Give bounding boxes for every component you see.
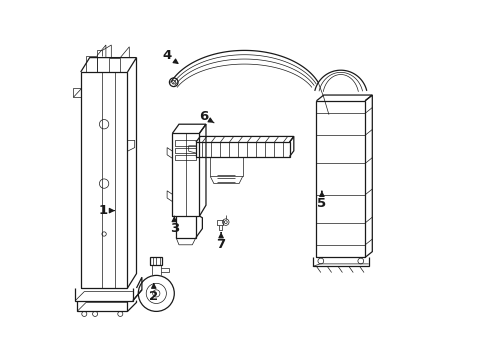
- Text: 6: 6: [199, 111, 214, 123]
- Text: 2: 2: [149, 284, 158, 303]
- Text: 3: 3: [169, 216, 179, 235]
- Text: 7: 7: [216, 233, 225, 251]
- Text: 5: 5: [317, 191, 326, 210]
- Text: 1: 1: [99, 204, 114, 217]
- Text: 4: 4: [162, 49, 178, 63]
